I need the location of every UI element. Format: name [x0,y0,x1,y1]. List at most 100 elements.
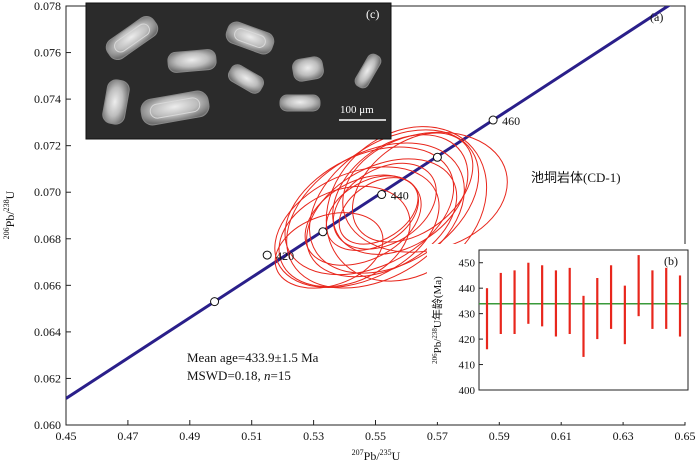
zircon-grain-4 [227,64,265,94]
panel-b: 400 410 420 430 440 450 (b) 206Pb/238U年龄(Ma) [427,244,693,422]
x-axis-label: 207Pb/235U [352,448,401,463]
y-axis-label-end: U [3,190,17,199]
panel-b-y-tick-label: 450 [459,258,476,270]
panel-b-y-tick-label: 410 [459,360,476,372]
mswd-prefix: MSWD=0.18, [187,368,264,383]
x-axis-label-main: Pb/ [364,449,381,463]
panel-b-y-tick-label: 400 [459,385,476,397]
x-tick-label: 0.63 [613,429,634,443]
zircon-grain-8-body [140,90,210,126]
panel-a-x-ticks: 0.45 0.47 0.49 0.51 0.53 0.55 0.57 0.59 0.61 0.63… [56,420,696,443]
zircon-grain-7-body [102,79,130,125]
zircon-grain-3-body [225,21,275,55]
zircon-grain-9 [279,94,321,112]
panel-b-error-bars [485,255,682,357]
mswd-suffix: =15 [271,368,291,383]
y-axis-label: 206Pb/238U [2,190,17,239]
scale-bar-label: 100 μm [340,104,374,116]
y-tick-label: 0.070 [34,185,61,199]
x-tick-label: 0.65 [675,429,696,443]
panel-b-y-label-sup2: 238 [431,328,439,339]
error-ellipse [274,212,384,289]
concordia-age-markers: 420 440 460 [210,114,520,307]
concordia-age-marker [432,152,442,162]
zircon-grain-6 [354,53,382,89]
zircon-grain-7 [102,79,130,125]
zircon-grain-8-zoning [149,97,201,119]
panel-b-y-tick-label: 440 [459,283,476,295]
error-ellipse [338,177,419,245]
zircon-grain-1 [105,15,159,61]
x-axis-label-sup2: 235 [380,448,392,457]
x-tick-label: 0.59 [489,429,510,443]
panel-b-label: (b) [664,254,678,268]
concordia-age-label: 440 [391,189,409,203]
concordia-age-marker [318,227,328,237]
zircon-grain-3 [225,21,275,55]
x-tick-label: 0.57 [427,429,448,443]
panel-b-y-tick-label: 420 [459,334,476,346]
panel-b-y-ticks: 400 410 420 430 440 450 [459,258,483,397]
zircon-grain-2 [167,49,217,73]
error-ellipse [351,132,474,243]
x-tick-label: 0.45 [56,429,77,443]
y-axis-label-sup2: 238 [2,199,11,211]
error-ellipse [278,185,411,288]
y-tick-label: 0.074 [34,92,61,106]
zircon-grain-3-zoning [234,28,266,48]
concordia-age-marker [210,297,220,307]
x-tick-label: 0.47 [117,429,138,443]
y-tick-label: 0.066 [34,278,61,292]
x-tick-label: 0.51 [241,429,262,443]
error-ellipse [332,134,469,255]
concordia-age-label: 460 [502,114,520,128]
x-tick-label: 0.53 [303,429,324,443]
panel-b-y-tick-label: 430 [459,309,476,321]
x-tick-label: 0.61 [551,429,572,443]
y-tick-label: 0.060 [34,418,61,432]
zircon-grain-1-body [105,15,159,61]
panel-b-y-axis-label: 206Pb/238U年龄(Ma) [430,276,444,364]
mswd-annotation: MSWD=0.18, n=15 [187,368,291,383]
mean-age-annotation: Mean age=433.9±1.5 Ma [187,350,319,365]
y-tick-label: 0.062 [34,371,61,385]
zircon-grain-2-body [167,49,217,73]
x-axis-label-sup: 207 [352,448,364,457]
zircon-grain-8 [140,90,210,126]
zircon-grain-6-body [354,53,382,89]
panel-c-label: (c) [366,7,379,21]
panel-a-label: (a) [650,10,663,24]
error-ellipse [306,158,458,278]
concordia-age-marker [262,250,272,260]
x-tick-label: 0.55 [365,429,386,443]
error-ellipse [304,174,422,266]
concordia-age-label: 420 [276,249,294,263]
zircon-grain-1-zoning [114,23,150,53]
zircon-grain-5-body [292,56,324,82]
x-tick-label: 0.49 [179,429,200,443]
error-ellipse [332,162,437,250]
y-tick-label: 0.078 [34,0,61,13]
panel-b-y-label-main: Pb/ [432,338,444,354]
y-tick-label: 0.072 [34,139,61,153]
panel-b-y-label-sup: 206 [431,353,439,364]
zircon-grain-9-body [279,94,321,112]
panel-c-cl-image: 100 μm (c) [85,2,392,140]
y-tick-label: 0.076 [34,46,61,60]
zircon-grain-5 [292,56,324,82]
concordia-age-marker [488,115,498,125]
concordia-curve [66,6,671,400]
zircon-grain-4-body [227,64,265,94]
error-ellipse [284,146,455,276]
concordia-age-marker [377,190,387,200]
y-axis-label-main: Pb/ [3,211,17,228]
y-axis-label-sup: 206 [2,227,11,239]
panel-b-y-label-end: U年龄(Ma) [430,276,444,328]
sample-label: 池垌岩体(CD-1) [531,170,621,185]
mswd-n: n [264,368,271,383]
cl-image-border [85,2,392,140]
x-axis-label-end: U [392,449,401,463]
y-tick-label: 0.068 [34,232,61,246]
panel-a-y-ticks: 0.060 0.062 0.064 0.066 0.068 0.070 0.072 0.074… [34,0,71,432]
